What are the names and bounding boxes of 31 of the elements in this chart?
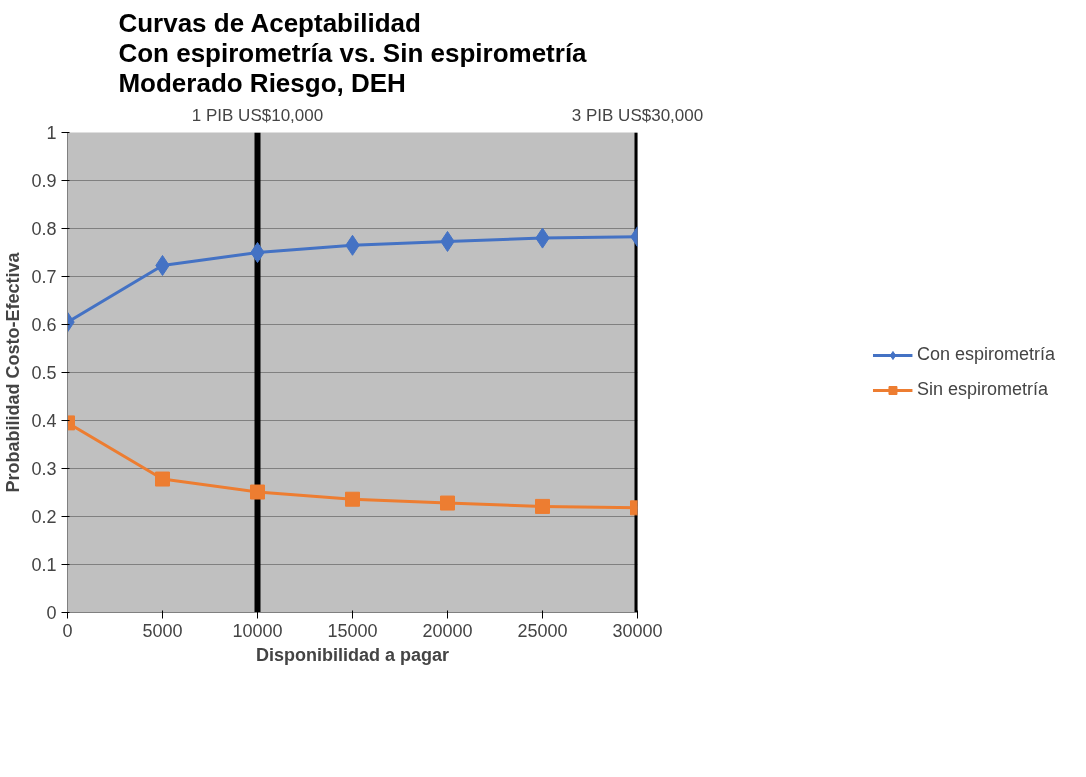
y-tick-label: 0 — [46, 603, 57, 623]
x-tick-label: 30000 — [612, 620, 663, 641]
y-tick-label: 0.7 — [31, 267, 57, 287]
point — [250, 242, 265, 263]
y-axis-title: Probabilidad Costo-Efectiva — [3, 251, 24, 493]
legend-label: Con espirometría — [916, 344, 1056, 365]
x-tick-label: 15000 — [327, 620, 378, 641]
legend-label: Sin espirometría — [916, 379, 1049, 400]
ref-line-label: 1 PIB US$10,000 — [191, 105, 324, 125]
y-tick-label: 0.8 — [31, 219, 57, 239]
y-tick-label: 0.6 — [31, 315, 57, 335]
x-tick-label: 25000 — [517, 620, 568, 641]
point — [155, 471, 170, 487]
x-tick-label: 5000 — [142, 620, 183, 641]
x-axis-title: Disponibilidad a pagar — [255, 644, 450, 665]
point — [250, 484, 265, 500]
point — [440, 495, 455, 511]
y-tick-label: 0.2 — [31, 507, 57, 527]
x-tick-label: 20000 — [422, 620, 473, 641]
ref-line-label: 3 PIB US$30,000 — [571, 105, 704, 125]
point — [535, 498, 550, 514]
y-tick-label: 0.3 — [31, 459, 57, 479]
y-tick-label: 0.5 — [31, 363, 57, 383]
y-tick-label: 0.4 — [31, 411, 57, 431]
y-tick-label: 1 — [46, 123, 57, 143]
x-tick-label: 0 — [62, 620, 73, 641]
chart-title: Curvas de Aceptabilidad Con espirometría vs. Sin espirometría Moderado Riesgo, DEH — [118, 7, 588, 98]
y-tick-label: 0.1 — [31, 555, 57, 575]
y-tick-label: 0.9 — [31, 171, 57, 191]
point — [345, 491, 360, 507]
x-tick-label: 10000 — [232, 620, 283, 641]
